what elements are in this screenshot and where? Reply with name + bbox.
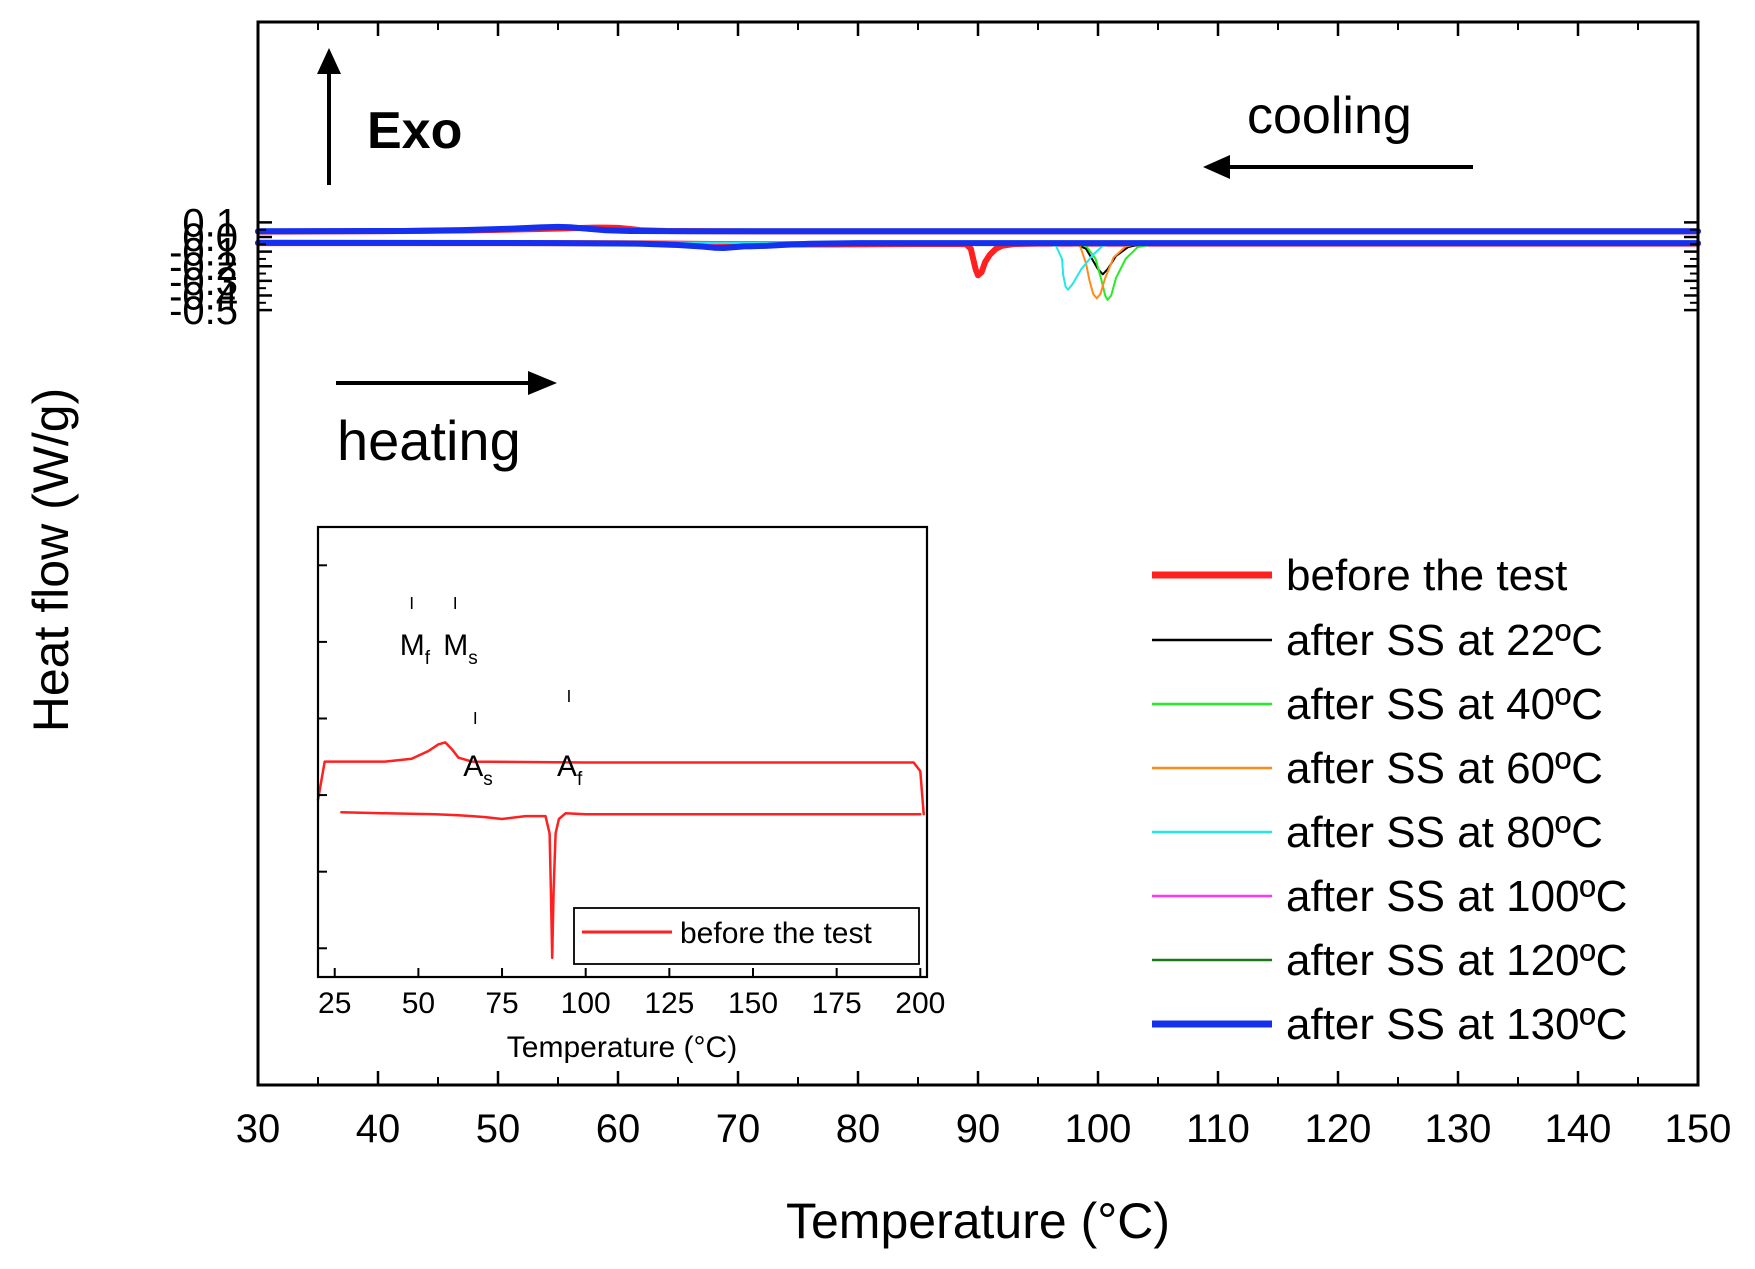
heating-label: heating [337, 409, 521, 472]
legend-label: after SS at 22ºC [1286, 616, 1603, 665]
x-tick-label: 70 [716, 1107, 761, 1151]
legend-item: after SS at 22ºC [1152, 616, 1603, 665]
cooling-label: cooling [1247, 87, 1412, 145]
inset-series-0-heating-line [340, 811, 922, 960]
inset-x-tick-label: 25 [318, 987, 351, 1020]
legend-label: after SS at 60ºC [1286, 744, 1603, 793]
legend-label: after SS at 130ºC [1286, 1000, 1627, 1049]
legend-item: before the test [1152, 551, 1567, 600]
legend-label: before the test [680, 917, 872, 950]
x-tick-label: 40 [356, 1107, 401, 1151]
series-7-heating-line [255, 239, 1701, 251]
main-legend: before the test after SS at 22ºC after S… [1152, 551, 1627, 1049]
inset-x-tick-label: 150 [728, 987, 778, 1020]
x-tick-label: 100 [1065, 1107, 1132, 1151]
cooling-arrow-head [1203, 155, 1230, 179]
inset-x-tick-label: 175 [812, 987, 862, 1020]
series-7-cooling-line [255, 223, 1701, 235]
inset-x-axis: 25 50 75 100 125 150 175 200 [318, 564, 945, 1020]
x-tick-label: 110 [1186, 1107, 1250, 1151]
y-tick-label: -0.4 [169, 274, 238, 318]
inset-x-tick-label: 125 [644, 987, 694, 1020]
x-tick-label: 120 [1305, 1107, 1372, 1151]
legend-item: after SS at 60ºC [1152, 744, 1603, 793]
y-tick-label: -0.3 [169, 260, 238, 304]
legend-item: after SS at 80ºC [1152, 808, 1603, 857]
inset-legend-box [573, 907, 920, 965]
inset-series-0-cooling-line [316, 741, 925, 816]
y-axis-label: Heat flow (W/g) [23, 388, 79, 733]
inset-x-tick-label: 100 [561, 987, 611, 1020]
x-tick-label: 60 [596, 1107, 641, 1151]
x-tick-label: 150 [1665, 1107, 1732, 1151]
inset-x-tick-label: 50 [402, 987, 435, 1020]
y-tick-label: -0.2 [169, 245, 238, 289]
y-tick-label: -0.5 [169, 289, 238, 333]
exo-arrow-head [317, 48, 341, 74]
main-series-layer [255, 223, 1701, 301]
legend-item: after SS at 130ºC [1152, 1000, 1627, 1049]
exo-label: Exo [367, 102, 462, 160]
legend-label: after SS at 80ºC [1286, 808, 1603, 857]
x-tick-label: 30 [236, 1107, 281, 1151]
inset-x-axis-label: Temperature (°C) [507, 1031, 737, 1064]
inset-series-layer [316, 741, 925, 960]
x-tick-label: 50 [476, 1107, 521, 1151]
inset-x-tick-label: 75 [485, 987, 518, 1020]
inset-plot-frame [316, 525, 929, 979]
main-x-axis: 30 40 50 60 70 80 90 100 110 120 130 140 150 [236, 22, 1732, 1151]
legend-label: after SS at 100ºC [1286, 872, 1627, 921]
inset-chart: 25 50 75 100 125 150 175 200 Temperature (°C) M… [316, 525, 945, 1064]
x-tick-label: 90 [956, 1107, 1001, 1151]
legend-label: after SS at 40ºC [1286, 680, 1603, 729]
x-tick-label: 140 [1545, 1107, 1612, 1151]
legend-item: after SS at 120ºC [1152, 936, 1627, 985]
x-tick-label: 80 [836, 1107, 881, 1151]
inset-legend: before the test [573, 907, 920, 965]
y-tick-label: -0.1 [169, 231, 238, 275]
legend-item: after SS at 40ºC [1152, 680, 1603, 729]
main-y-axis: 0.10.0-0.1-0.2-0.3-0.4-0.5 [169, 201, 1698, 333]
legend-item: after SS at 100ºC [1152, 872, 1627, 921]
inset-x-tick-label: 200 [895, 987, 945, 1020]
legend-label: before the test [1286, 551, 1567, 600]
legend-label: after SS at 120ºC [1286, 936, 1627, 985]
x-tick-label: 130 [1425, 1107, 1492, 1151]
y-tick-label: 0.1 [182, 201, 238, 245]
heating-arrow-head [528, 371, 557, 395]
y-tick-label: 0.0 [182, 216, 238, 260]
x-axis-label: Temperature (°C) [786, 1193, 1170, 1249]
inset-background [318, 527, 927, 977]
main-chart: 30 40 50 60 70 80 90 100 110 120 130 140 150 0.10.0-… [23, 20, 1732, 1249]
